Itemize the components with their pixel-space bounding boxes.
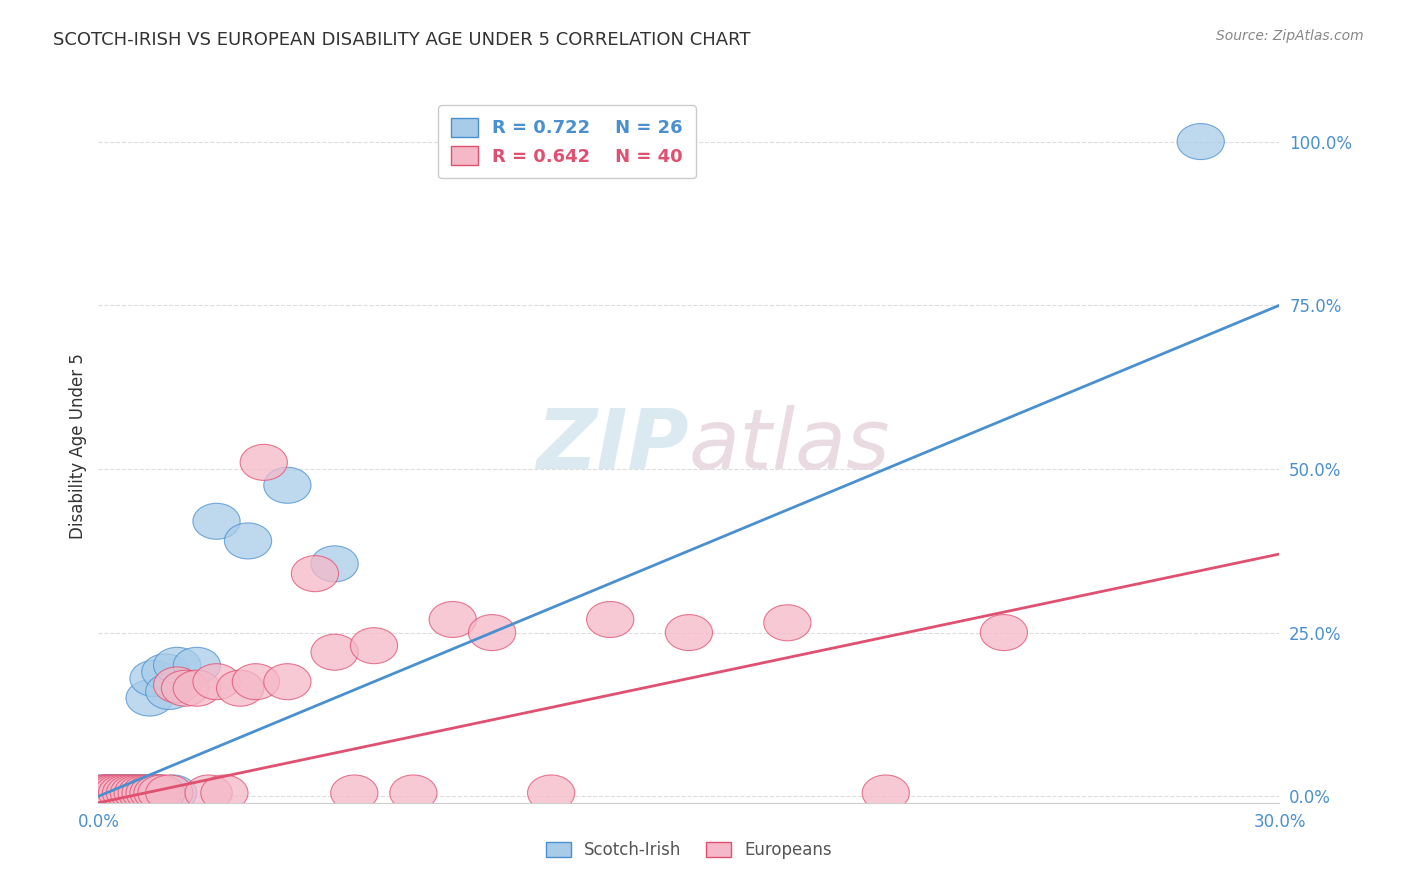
Ellipse shape — [763, 605, 811, 640]
Ellipse shape — [114, 775, 162, 811]
Y-axis label: Disability Age Under 5: Disability Age Under 5 — [69, 353, 87, 539]
Ellipse shape — [127, 775, 173, 811]
Ellipse shape — [83, 775, 129, 811]
Ellipse shape — [138, 775, 186, 811]
Ellipse shape — [103, 775, 149, 811]
Ellipse shape — [127, 680, 173, 716]
Ellipse shape — [264, 664, 311, 699]
Text: Source: ZipAtlas.com: Source: ZipAtlas.com — [1216, 29, 1364, 43]
Ellipse shape — [232, 664, 280, 699]
Ellipse shape — [146, 673, 193, 709]
Text: atlas: atlas — [689, 406, 890, 486]
Ellipse shape — [138, 775, 186, 811]
Ellipse shape — [110, 775, 157, 811]
Ellipse shape — [118, 775, 166, 811]
Ellipse shape — [240, 444, 287, 481]
Ellipse shape — [173, 648, 221, 683]
Ellipse shape — [79, 775, 127, 811]
Text: SCOTCH-IRISH VS EUROPEAN DISABILITY AGE UNDER 5 CORRELATION CHART: SCOTCH-IRISH VS EUROPEAN DISABILITY AGE … — [53, 31, 751, 49]
Ellipse shape — [311, 634, 359, 670]
Ellipse shape — [468, 615, 516, 650]
Ellipse shape — [1177, 124, 1225, 160]
Ellipse shape — [527, 775, 575, 811]
Ellipse shape — [217, 670, 264, 706]
Ellipse shape — [264, 467, 311, 503]
Ellipse shape — [90, 775, 138, 811]
Ellipse shape — [586, 601, 634, 638]
Ellipse shape — [129, 660, 177, 697]
Ellipse shape — [311, 546, 359, 582]
Ellipse shape — [980, 615, 1028, 650]
Text: ZIP: ZIP — [536, 406, 689, 486]
Ellipse shape — [389, 775, 437, 811]
Ellipse shape — [225, 523, 271, 559]
Ellipse shape — [665, 615, 713, 650]
Ellipse shape — [186, 775, 232, 811]
Ellipse shape — [201, 775, 247, 811]
Ellipse shape — [153, 648, 201, 683]
Legend: Scotch-Irish, Europeans: Scotch-Irish, Europeans — [538, 835, 839, 866]
Ellipse shape — [162, 670, 208, 706]
Ellipse shape — [98, 775, 146, 811]
Ellipse shape — [134, 775, 181, 811]
Ellipse shape — [173, 670, 221, 706]
Ellipse shape — [149, 775, 197, 811]
Ellipse shape — [142, 654, 188, 690]
Ellipse shape — [107, 775, 153, 811]
Ellipse shape — [118, 775, 166, 811]
Ellipse shape — [83, 775, 129, 811]
Ellipse shape — [129, 775, 177, 811]
Ellipse shape — [114, 775, 162, 811]
Ellipse shape — [103, 775, 149, 811]
Ellipse shape — [107, 775, 153, 811]
Ellipse shape — [94, 775, 142, 811]
Ellipse shape — [90, 775, 138, 811]
Ellipse shape — [350, 628, 398, 664]
Ellipse shape — [134, 775, 181, 811]
Ellipse shape — [79, 775, 127, 811]
Ellipse shape — [429, 601, 477, 638]
Ellipse shape — [94, 775, 142, 811]
Ellipse shape — [146, 775, 193, 811]
Ellipse shape — [193, 664, 240, 699]
Ellipse shape — [291, 556, 339, 591]
Ellipse shape — [862, 775, 910, 811]
Ellipse shape — [122, 775, 169, 811]
Ellipse shape — [87, 775, 134, 811]
Ellipse shape — [122, 775, 169, 811]
Ellipse shape — [110, 775, 157, 811]
Ellipse shape — [330, 775, 378, 811]
Ellipse shape — [98, 775, 146, 811]
Ellipse shape — [153, 667, 201, 703]
Ellipse shape — [193, 503, 240, 540]
Ellipse shape — [87, 775, 134, 811]
